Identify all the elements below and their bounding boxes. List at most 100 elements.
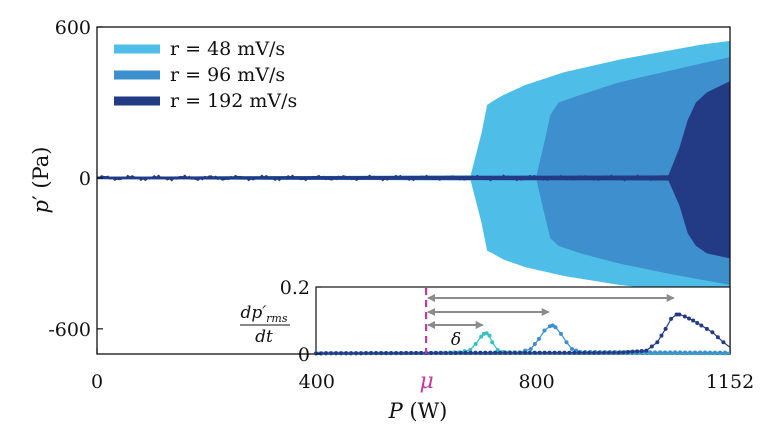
inset-point	[483, 350, 488, 355]
x-tick-label: 1152	[706, 371, 754, 393]
inset-point	[616, 350, 621, 355]
delta-label: δ	[451, 330, 461, 350]
inset-point	[552, 350, 557, 355]
inset-point	[484, 331, 489, 336]
inset-point	[562, 350, 567, 355]
inset-point	[718, 350, 723, 355]
inset-point	[688, 350, 693, 355]
inset-point	[715, 335, 720, 340]
x-axis-label-var: P	[388, 399, 404, 423]
inset-point	[601, 350, 606, 355]
inset-point	[699, 323, 704, 328]
inset-point	[695, 321, 700, 326]
y-tick-label: 0	[79, 168, 91, 190]
inset-point	[611, 350, 616, 355]
inset-point	[639, 348, 644, 353]
inset-point	[448, 350, 453, 355]
inset-point	[324, 351, 329, 356]
legend: r = 48 mV/s r = 96 mV/s r = 192 mV/s	[114, 38, 297, 112]
inset-point	[493, 350, 498, 355]
inset-point	[567, 350, 572, 355]
inset-point	[673, 350, 678, 355]
inset-delay-arrows	[427, 294, 675, 329]
inset-plot: δ 0.20 dp′rms dt	[240, 277, 731, 366]
y-axis-label-prime: ′	[29, 195, 53, 200]
inset-point	[344, 351, 349, 356]
inset-y-tick-label: 0	[298, 344, 310, 366]
legend-label: r = 48 mV/s	[170, 38, 285, 60]
inset-point	[658, 350, 663, 355]
inset-y-ticks: 0.20	[280, 277, 321, 366]
x-tick-label: 400	[299, 371, 335, 393]
inset-point	[635, 349, 640, 354]
inset-point	[723, 350, 728, 355]
inset-point	[713, 350, 718, 355]
inset-point	[674, 312, 679, 317]
inset-point	[547, 350, 552, 355]
y-axis-label-unit: (Pa)	[29, 146, 53, 195]
legend-label: r = 96 mV/s	[170, 64, 285, 86]
inset-point	[542, 350, 547, 355]
main-y-ticks: 600 0 -600	[48, 17, 103, 341]
inset-point	[569, 346, 574, 351]
inset-point	[359, 351, 364, 356]
inset-point	[668, 350, 673, 355]
inset-point	[369, 351, 374, 356]
inset-point	[557, 350, 562, 355]
inset-point	[558, 331, 563, 336]
inset-point	[721, 340, 726, 345]
inset-point	[517, 350, 522, 355]
inset-point	[663, 326, 668, 331]
inset-ylabel-numerator: dp′rms	[241, 303, 288, 325]
inset-point	[329, 351, 334, 356]
inset-point	[537, 350, 542, 355]
y-tick-label: -600	[48, 319, 91, 341]
inset-point	[478, 350, 483, 355]
inset-point	[463, 350, 468, 355]
inset-point	[653, 350, 658, 355]
inset-point	[334, 351, 339, 356]
inset-point	[458, 350, 463, 355]
inset-point	[621, 350, 626, 355]
inset-series-3	[314, 312, 731, 356]
inset-point	[659, 333, 664, 338]
x-tick-label: 0	[91, 371, 103, 393]
inset-point	[490, 340, 495, 345]
inset-y-label: dp′rms dt	[240, 303, 290, 347]
envelope-2	[97, 57, 730, 285]
inset-point	[453, 350, 458, 355]
inset-point	[582, 350, 587, 355]
inset-point	[606, 350, 611, 355]
inset-point	[508, 350, 513, 355]
baseline-noise	[96, 174, 731, 182]
inset-point	[479, 334, 484, 339]
inset-point	[349, 351, 354, 356]
x-axis-label: P (W)	[388, 399, 448, 423]
inset-point	[630, 349, 635, 354]
inset-point	[404, 351, 409, 356]
inset-point	[443, 350, 448, 355]
inset-point	[577, 350, 582, 355]
inset-point	[527, 350, 532, 355]
inset-point	[691, 318, 696, 323]
inset-point	[532, 350, 537, 355]
inset-y-tick-label: 0.2	[280, 277, 310, 299]
legend-label: r = 192 mV/s	[170, 90, 297, 112]
inset-ylabel-sub: rms	[266, 312, 288, 325]
inset-point	[587, 350, 592, 355]
inset-point	[528, 346, 533, 351]
inset-point	[503, 350, 508, 355]
inset-ylabel-denominator: dt	[255, 327, 273, 347]
inset-point	[532, 341, 537, 346]
inset-point	[389, 351, 394, 356]
inset-point	[648, 350, 653, 355]
inset-point	[708, 350, 713, 355]
inset-point	[649, 344, 654, 349]
y-tick-label: 600	[55, 17, 91, 39]
inset-point	[677, 312, 682, 317]
inset-point	[364, 351, 369, 356]
main-envelopes	[97, 40, 730, 298]
inset-point	[669, 316, 674, 321]
inset-point	[473, 341, 478, 346]
inset-point	[703, 350, 708, 355]
